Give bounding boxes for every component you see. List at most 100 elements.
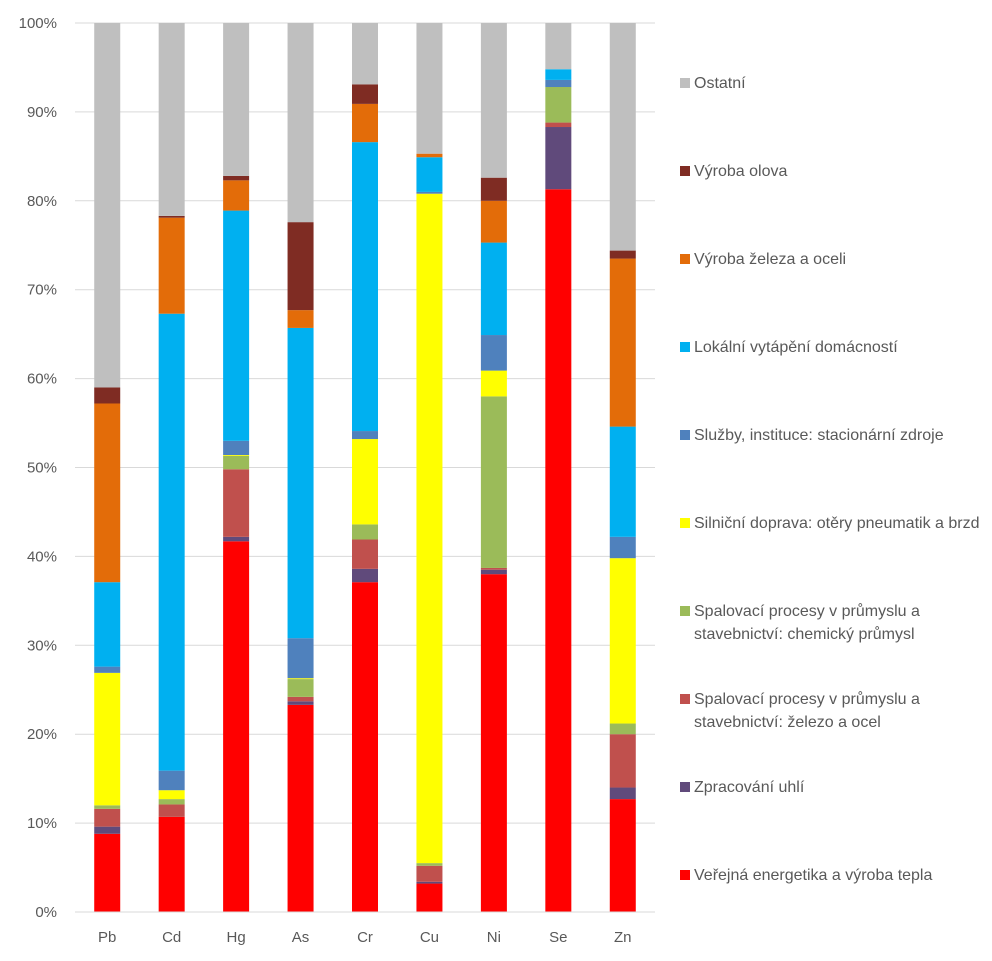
bar-segment-zn-2: [609, 734, 636, 788]
bar-segment-se-0: [545, 189, 572, 913]
bar-segment-cr-1: [352, 568, 378, 583]
y-tick-label: 70%: [27, 282, 57, 299]
bar-segment-cu-3: [416, 863, 443, 866]
y-tick-label: 20%: [27, 726, 57, 743]
bar-segment-se-2: [545, 122, 572, 128]
bar-segment-as-7: [287, 310, 314, 328]
bar-segment-zn-7: [609, 258, 636, 427]
x-axis-category-labels: Pb Cd Hg As Cr Cu Ni Se Zn: [98, 929, 631, 946]
bar-segment-zn-5: [609, 536, 636, 559]
bar-segment-cr-0: [352, 582, 378, 912]
bar-segment-as-2: [287, 696, 314, 702]
bar-segment-ni-1: [480, 569, 507, 575]
legend-label: Lokální vytápění domácností: [694, 339, 898, 356]
bar-segment-pb-9: [94, 23, 121, 388]
x-category-label: Hg: [227, 929, 246, 946]
y-tick-label: 100%: [19, 15, 57, 32]
legend-label: Zpracování uhlí: [694, 779, 805, 796]
bar-segment-pb-3: [94, 805, 121, 809]
bar-segment-as-6: [287, 327, 314, 639]
bar-segment-cr-6: [352, 142, 378, 432]
bar-segment-pb-1: [94, 826, 121, 834]
bar-segment-cd-4: [158, 790, 185, 800]
bar-segment-zn-1: [609, 787, 636, 800]
bar-segment-cr-8: [352, 84, 378, 104]
legend-label: Spalovací procesy v průmyslu a stavebnic…: [694, 603, 920, 643]
legend-swatch: [680, 782, 690, 792]
bar-segment-ni-9: [480, 23, 507, 178]
bar-segment-cu-5: [416, 191, 443, 194]
bar-segment-ni-4: [480, 370, 507, 397]
bar-segment-cd-2: [158, 804, 185, 817]
bar-segment-ni-3: [480, 396, 507, 568]
bar-segment-hg-5: [223, 440, 250, 456]
y-tick-label: 40%: [27, 548, 57, 565]
bar-segment-cd-6: [158, 313, 185, 771]
bar-segment-as-9: [287, 23, 314, 223]
bar-segment-se-1: [545, 127, 572, 190]
legend-label: Výroba olova: [694, 163, 788, 180]
legend-swatch: [680, 342, 690, 352]
x-category-label: Pb: [98, 929, 116, 946]
bar-segment-cu-4: [416, 193, 443, 864]
legend-swatch: [680, 518, 690, 528]
legend-label: Spalovací procesy v průmyslu a stavebnic…: [694, 691, 920, 731]
legend-item: Spalovací procesy v průmyslu a stavebnic…: [680, 688, 980, 734]
bar-segment-ni-6: [480, 242, 507, 336]
bar-segment-ni-5: [480, 335, 507, 371]
bar-segment-se-3: [545, 87, 572, 123]
x-category-label: Zn: [614, 929, 632, 946]
bar-segment-pb-0: [94, 833, 121, 912]
bar-segment-hg-4: [223, 455, 250, 456]
bar-segment-as-8: [287, 222, 314, 311]
bar-segment-cr-2: [352, 539, 378, 569]
legend-swatch: [680, 254, 690, 264]
legend-item: Lokální vytápění domácností: [680, 336, 980, 359]
legend-swatch: [680, 78, 690, 88]
legend-swatch: [680, 166, 690, 176]
bar-segment-cr-7: [352, 103, 378, 143]
legend-item: Spalovací procesy v průmyslu a stavebnic…: [680, 600, 980, 646]
bar-segment-pb-6: [94, 582, 121, 667]
bar-segment-zn-4: [609, 558, 636, 724]
x-category-label: Cr: [357, 929, 373, 946]
bar-segment-as-1: [287, 701, 314, 705]
y-axis-tick-labels: 0% 10% 20% 30% 40% 50% 60% 70% 80% 90% 100%: [19, 15, 57, 921]
y-tick-label: 60%: [27, 371, 57, 388]
bar-segment-cr-4: [352, 439, 378, 525]
bar-segment-hg-2: [223, 469, 250, 537]
x-category-label: Cd: [162, 929, 181, 946]
bar-segment-cd-9: [158, 23, 185, 216]
legend-item: Výroba olova: [680, 160, 980, 183]
x-category-label: Ni: [487, 929, 501, 946]
bar-segment-ni-2: [480, 567, 507, 570]
bar-segment-hg-1: [223, 536, 250, 542]
bar-segment-zn-9: [609, 23, 636, 251]
bar-segment-cu-2: [416, 865, 443, 882]
bar-segment-as-0: [287, 704, 314, 912]
bar-segment-ni-0: [480, 574, 507, 912]
y-tick-label: 80%: [27, 193, 57, 210]
bar-segment-pb-2: [94, 808, 121, 827]
bar-segment-cu-0: [416, 883, 443, 912]
bar-segment-zn-0: [609, 799, 636, 912]
bars: [94, 23, 636, 913]
bar-segment-cu-9: [416, 23, 443, 154]
bar-segment-as-3: [287, 679, 314, 697]
legend-label: Ostatní: [694, 75, 746, 92]
legend-item: Zpracování uhlí: [680, 776, 980, 799]
bar-segment-cd-7: [158, 217, 185, 314]
x-category-label: Se: [549, 929, 567, 946]
bar-segment-se-5: [545, 79, 572, 88]
legend-swatch: [680, 870, 690, 880]
bar-segment-pb-8: [94, 387, 121, 404]
y-tick-label: 0%: [35, 904, 57, 921]
bar-segment-hg-6: [223, 210, 250, 441]
bar-segment-hg-3: [223, 455, 250, 470]
legend-item: Ostatní: [680, 72, 980, 95]
y-tick-label: 90%: [27, 104, 57, 121]
bar-segment-zn-3: [609, 723, 636, 735]
y-tick-label: 30%: [27, 637, 57, 654]
bar-segment-ni-8: [480, 177, 507, 201]
